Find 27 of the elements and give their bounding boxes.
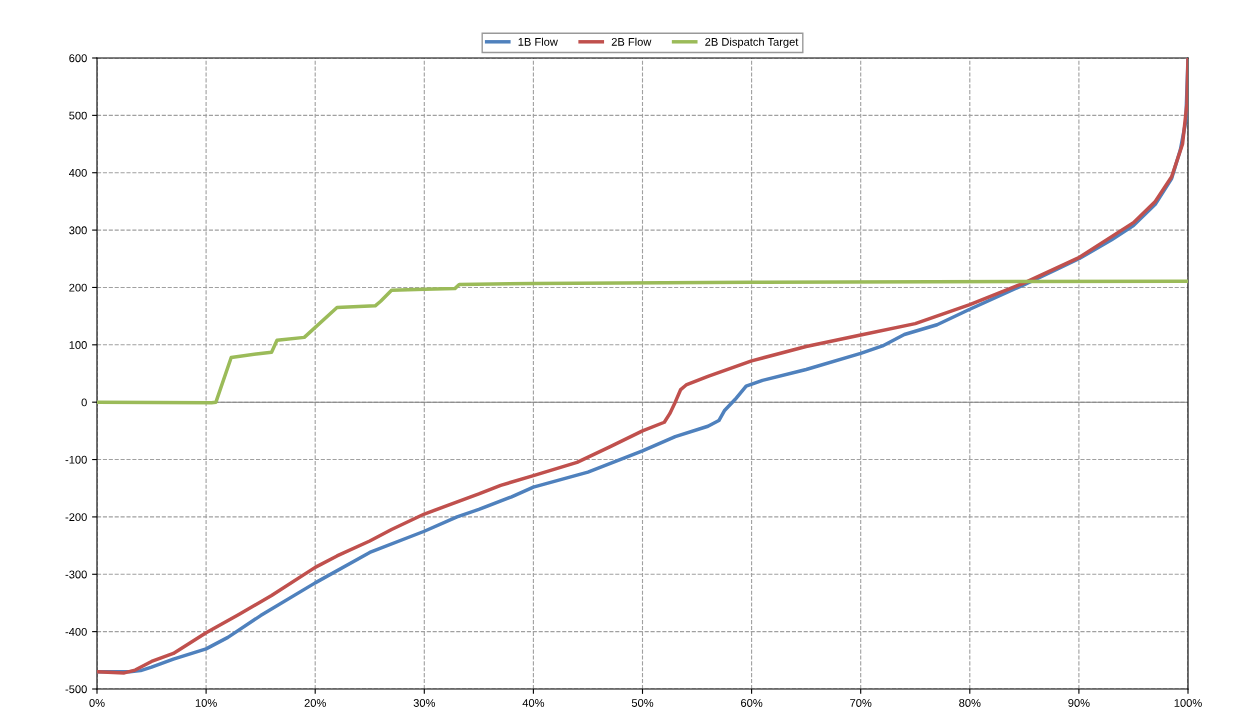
y-tick-label: 200 xyxy=(69,283,87,292)
y-tick-label: 600 xyxy=(69,54,87,63)
y-tick-label: 400 xyxy=(69,168,87,177)
y-tick-label: -100 xyxy=(65,455,87,464)
y-tick-label: -400 xyxy=(65,627,87,636)
x-tick-label: 0% xyxy=(89,699,105,707)
x-tick-label: 20% xyxy=(304,699,326,707)
y-tick-label: 500 xyxy=(69,111,87,120)
x-tick-label: 30% xyxy=(413,699,436,707)
legend-label: 2B Flow xyxy=(611,37,652,46)
x-tick-label: 70% xyxy=(850,699,872,707)
x-tick-label: 100% xyxy=(1174,699,1202,707)
line-series xyxy=(97,279,1188,405)
legend-label: 1B Flow xyxy=(518,37,558,46)
legend-label: 2B Dispatch Target xyxy=(705,37,799,48)
y-tick-label: -200 xyxy=(65,513,87,522)
x-tick-label: 10% xyxy=(195,699,217,707)
y-tick-label: 0 xyxy=(81,398,87,407)
x-tick-label: 90% xyxy=(1068,699,1090,707)
x-tick-label: 50% xyxy=(631,699,654,707)
x-tick-label: 80% xyxy=(959,699,981,707)
y-tick-label: -300 xyxy=(65,570,87,579)
x-tick-label: 60% xyxy=(741,699,763,707)
y-tick-label: -500 xyxy=(65,685,87,694)
y-tick-label: 300 xyxy=(69,226,87,235)
x-tick-label: 40% xyxy=(522,699,545,707)
y-tick-label: 100 xyxy=(69,341,87,349)
